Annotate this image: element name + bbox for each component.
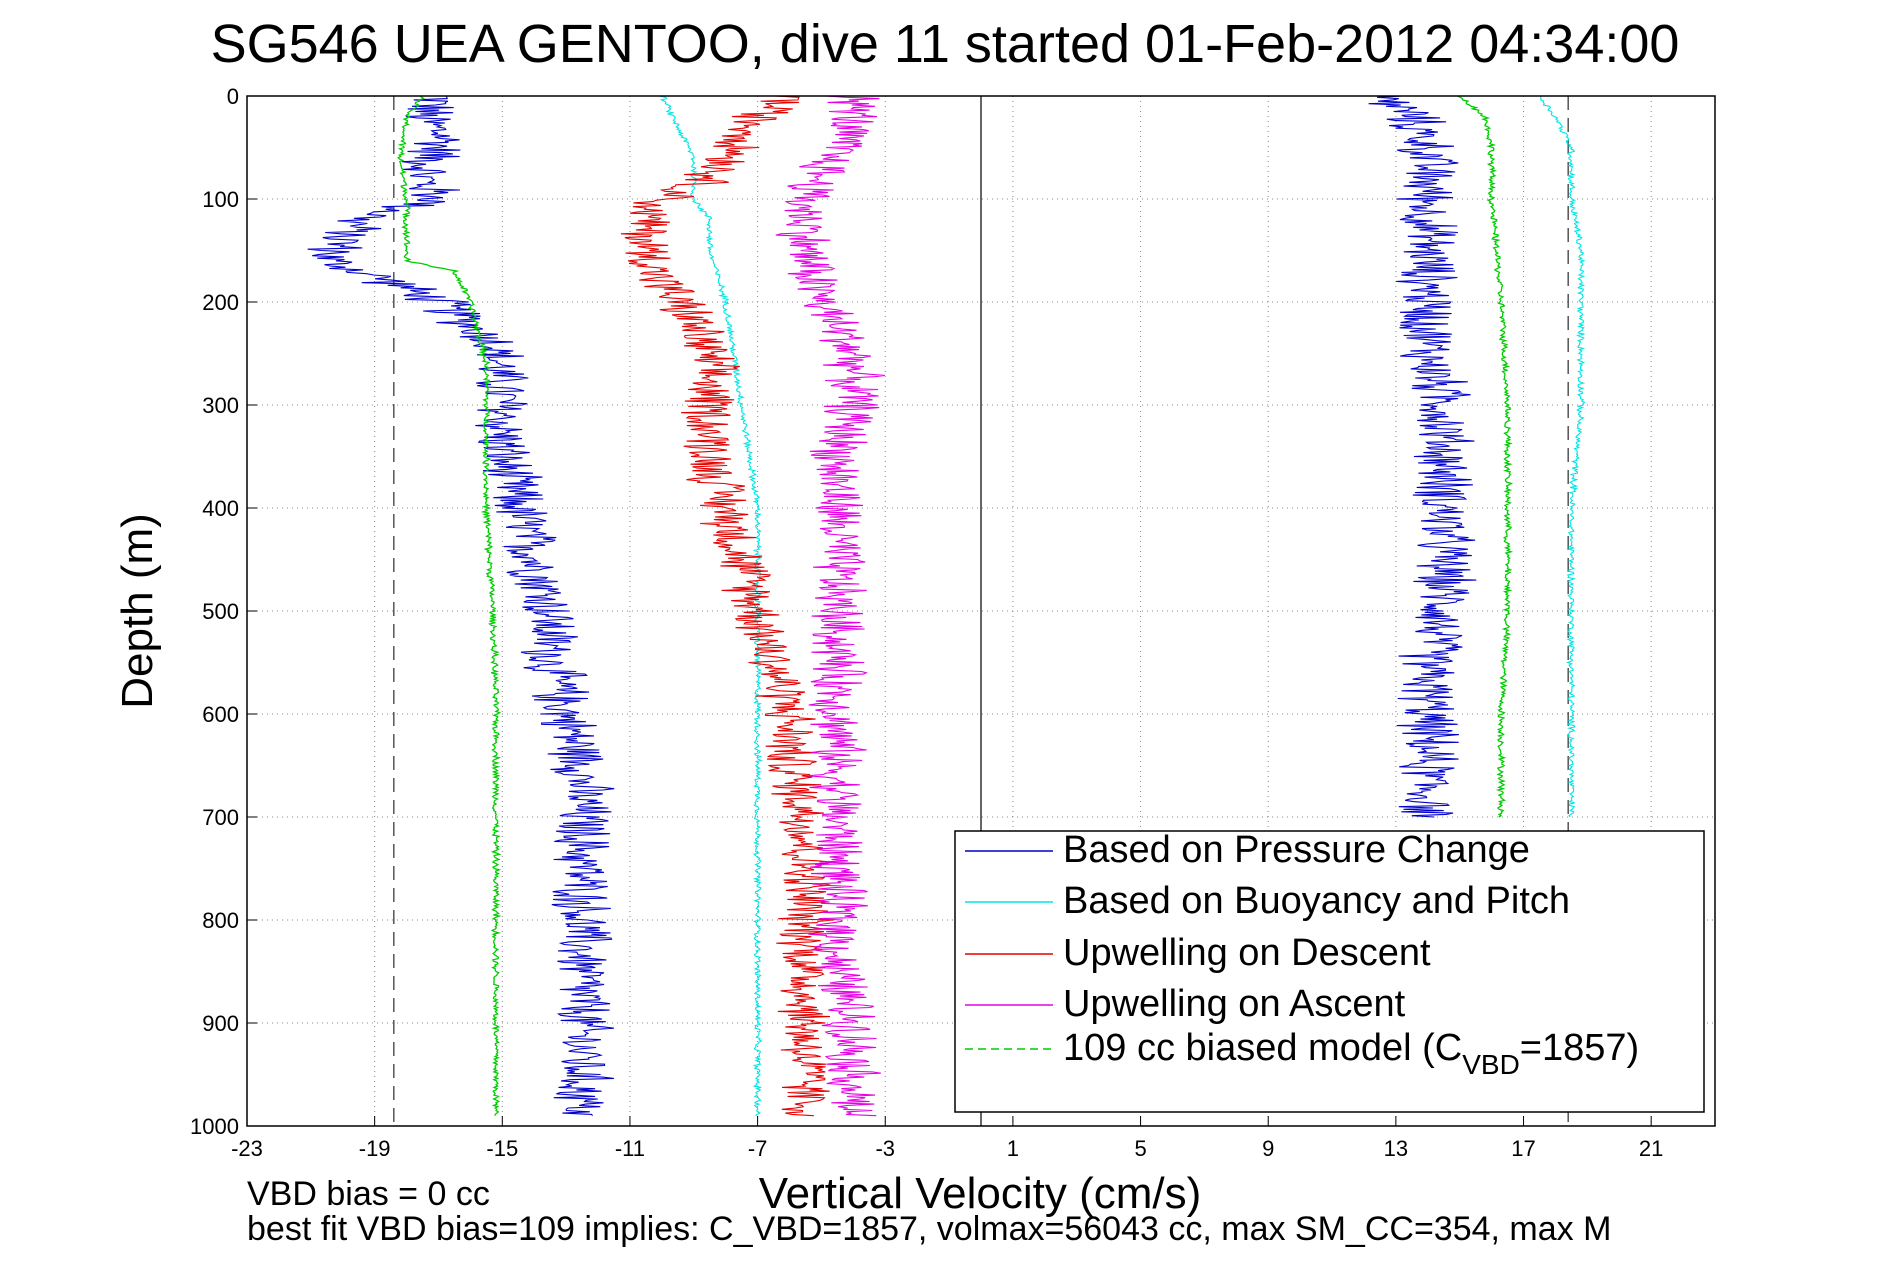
legend-label-based-on-pressure-change: Based on Pressure Change xyxy=(1063,829,1530,871)
y-tick-label: 400 xyxy=(202,496,239,521)
x-tick-label: -19 xyxy=(359,1136,391,1161)
x-tick-label: 1 xyxy=(1007,1136,1019,1161)
x-tick-label: 5 xyxy=(1134,1136,1146,1161)
x-tick-label: -23 xyxy=(231,1136,263,1161)
y-tick-label: 700 xyxy=(202,805,239,830)
legend-label-upwelling-on-descent: Upwelling on Descent xyxy=(1063,932,1431,974)
x-tick-label: 13 xyxy=(1384,1136,1408,1161)
chart-title: SG546 UEA GENTOO, dive 11 started 01-Feb… xyxy=(211,14,1680,74)
y-tick-label: 200 xyxy=(202,290,239,315)
series-line-based-on-buoyancy-and-pitch-descent xyxy=(658,95,764,1117)
legend-label-upwelling-on-ascent: Upwelling on Ascent xyxy=(1063,983,1406,1025)
legend: Based on Pressure Change Based on Buoyanc… xyxy=(954,829,1705,1113)
series-line-based-on-pressure-change-ascent xyxy=(1368,95,1477,818)
y-tick-label: 500 xyxy=(202,599,239,624)
y-tick-label: 1000 xyxy=(190,1114,239,1139)
y-tick-label: 100 xyxy=(202,187,239,212)
x-axis-label: Vertical Velocity (cm/s) xyxy=(759,1169,1202,1218)
y-axis-ticks: 0 100 200 300 400 500 600 700 800 900 1000 xyxy=(190,84,257,1139)
series-line-upwelling-on-descent-descent xyxy=(620,95,835,1117)
x-tick-label: -7 xyxy=(748,1136,768,1161)
y-tick-label: 800 xyxy=(202,908,239,933)
y-tick-label: 900 xyxy=(202,1011,239,1036)
y-tick-label: 300 xyxy=(202,393,239,418)
x-tick-label: 17 xyxy=(1511,1136,1535,1161)
y-tick-label: 600 xyxy=(202,702,239,727)
legend-label-based-on-buoyancy-and-pitch: Based on Buoyancy and Pitch xyxy=(1063,880,1570,922)
legend-label-109-cc-biased-model-c-vbd-1857: 109 cc biased model (CVBD=1857) xyxy=(1063,1027,1639,1080)
x-tick-label: -11 xyxy=(615,1136,645,1161)
x-axis-ticks: -23 -19 -15 -11 -7 -3 1 5 9 13 17 21 xyxy=(231,1116,1663,1161)
series-line-based-on-buoyancy-and-pitch-ascent xyxy=(1540,95,1586,818)
series-line-109-cc-biased-model-c-vbd-1857-ascent xyxy=(1457,95,1514,818)
x-tick-label: 21 xyxy=(1639,1136,1663,1161)
x-tick-label: -3 xyxy=(875,1136,895,1161)
series-line-based-on-pressure-change-descent xyxy=(307,95,615,1116)
series-line-109-cc-biased-model-c-vbd-1857-descent xyxy=(397,95,502,1116)
y-tick-label: 0 xyxy=(227,84,239,109)
x-tick-label: -15 xyxy=(486,1136,518,1161)
y-axis-label: Depth (m) xyxy=(113,513,162,709)
best-fit-note: best fit VBD bias=109 implies: C_VBD=185… xyxy=(247,1210,1611,1248)
bias-note: VBD bias = 0 cc xyxy=(247,1175,490,1213)
x-tick-label: 9 xyxy=(1262,1136,1274,1161)
legend-box xyxy=(954,830,1705,1113)
series-layer xyxy=(307,95,1586,1117)
series-line-upwelling-on-ascent-descent xyxy=(775,95,885,1117)
